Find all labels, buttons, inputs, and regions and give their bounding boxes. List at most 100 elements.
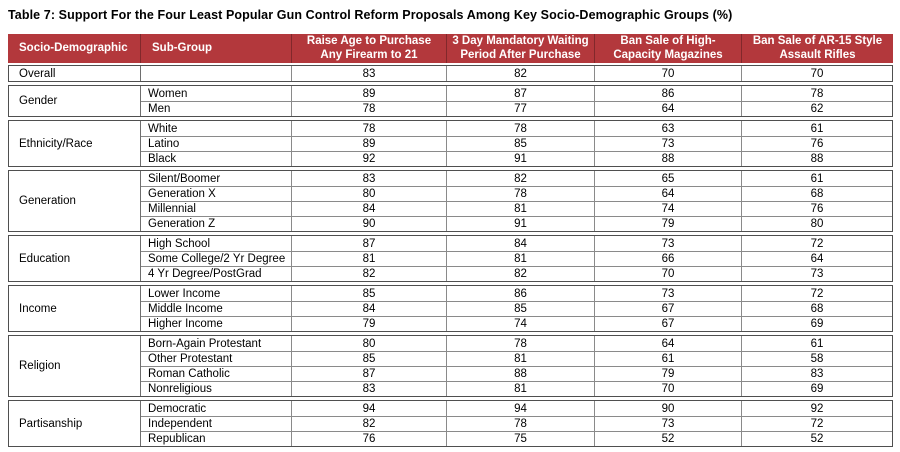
value-cell: 61 xyxy=(741,121,892,136)
value-cell: 85 xyxy=(291,352,446,366)
value-cell: 70 xyxy=(594,267,741,281)
table-row: Democratic 94 94 90 92 xyxy=(141,401,892,416)
value-cell: 61 xyxy=(741,336,892,351)
group-label: Income xyxy=(9,286,141,331)
subgroup-cell: Lower Income xyxy=(148,287,221,300)
table-row: Generation X 80 78 64 68 xyxy=(141,186,892,201)
value-cell: 58 xyxy=(741,352,892,366)
subgroup-cell: White xyxy=(148,122,178,135)
value-cell: 81 xyxy=(446,252,594,266)
value-cell: 82 xyxy=(446,171,594,186)
group-label: Ethnicity/Race xyxy=(9,121,141,166)
value-cell: 78 xyxy=(291,102,446,116)
table-row: Independent 82 78 73 72 xyxy=(141,416,892,431)
table-row: Generation Z 90 91 79 80 xyxy=(141,216,892,231)
value-cell: 84 xyxy=(291,302,446,316)
value-cell: 81 xyxy=(446,202,594,216)
group-label: Education xyxy=(9,236,141,281)
value-cell: 83 xyxy=(741,367,892,381)
value-cell: 83 xyxy=(291,66,446,81)
table-row: White 78 78 63 61 xyxy=(141,121,892,136)
subgroup-cell: Millennial xyxy=(148,203,196,215)
group-rows: Silent/Boomer 83 82 65 61 Generation X 80 78 64 6… xyxy=(141,171,892,231)
value-cell: 68 xyxy=(741,302,892,316)
value-cell: 82 xyxy=(291,417,446,431)
table-row: High School 87 84 73 72 xyxy=(141,236,892,251)
value-cell: 78 xyxy=(446,336,594,351)
value-cell: 73 xyxy=(594,236,741,251)
subgroup-cell: Nonreligious xyxy=(148,383,212,395)
subgroup-cell: Some College/2 Yr Degree xyxy=(148,253,286,265)
table-row: Republican 76 75 52 52 xyxy=(141,431,892,446)
header-raise-age: Raise Age to Purchase Any Firearm to 21 xyxy=(291,34,446,63)
value-cell: 87 xyxy=(446,86,594,101)
value-cell: 82 xyxy=(446,66,594,81)
value-cell: 64 xyxy=(594,336,741,351)
value-cell: 73 xyxy=(594,417,741,431)
subgroup-cell: Women xyxy=(148,87,188,100)
group-label: Overall xyxy=(9,66,141,81)
value-cell: 94 xyxy=(291,401,446,416)
value-cell: 61 xyxy=(741,171,892,186)
value-cell: 67 xyxy=(594,317,741,331)
table-row: Millennial 84 81 74 76 xyxy=(141,201,892,216)
value-cell: 79 xyxy=(291,317,446,331)
value-cell: 87 xyxy=(291,367,446,381)
value-cell: 81 xyxy=(446,352,594,366)
table-row: Lower Income 85 86 73 72 xyxy=(141,286,892,301)
value-cell: 76 xyxy=(741,202,892,216)
value-cell: 79 xyxy=(594,367,741,381)
subgroup-cell: Middle Income xyxy=(148,303,223,315)
subgroup-cell: Other Protestant xyxy=(148,353,233,365)
value-cell: 85 xyxy=(446,137,594,151)
value-cell: 89 xyxy=(291,86,446,101)
table-row: Born-Again Protestant 80 78 64 61 xyxy=(141,336,892,351)
value-cell: 92 xyxy=(741,401,892,416)
subgroup-cell: Men xyxy=(148,103,171,115)
table-body: Overall 83 82 70 70 Gender Women 89 87 86 78 Men 78 7… xyxy=(8,65,893,447)
value-cell: 72 xyxy=(741,286,892,301)
subgroup-cell xyxy=(141,66,291,81)
header-socio-demographic: Socio-Demographic xyxy=(19,41,128,54)
group-label: Partisanship xyxy=(9,401,141,446)
subgroup-cell: Generation X xyxy=(148,188,216,200)
value-cell: 81 xyxy=(291,252,446,266)
value-cell: 65 xyxy=(594,171,741,186)
value-cell: 70 xyxy=(594,382,741,396)
table-title: Table 7: Support For the Four Least Popu… xyxy=(8,8,733,22)
support-table: Socio-Demographic Sub-Group Raise Age to… xyxy=(8,34,893,447)
group-rows: Lower Income 85 86 73 72 Middle Income 84 85 67 6… xyxy=(141,286,892,331)
value-cell: 82 xyxy=(291,267,446,281)
subgroup-cell: Higher Income xyxy=(148,318,223,330)
table-group: Gender Women 89 87 86 78 Men 78 77 64 62 xyxy=(8,85,893,117)
value-cell: 74 xyxy=(594,202,741,216)
subgroup-cell: 4 Yr Degree/PostGrad xyxy=(148,268,262,280)
table-row: 4 Yr Degree/PostGrad 82 82 70 73 xyxy=(141,266,892,281)
value-cell: 88 xyxy=(741,152,892,166)
table-row: Other Protestant 85 81 61 58 xyxy=(141,351,892,366)
value-cell: 52 xyxy=(741,432,892,446)
value-cell: 83 xyxy=(291,171,446,186)
group-label: Generation xyxy=(9,171,141,231)
value-cell: 75 xyxy=(446,432,594,446)
group-label: Gender xyxy=(9,86,141,116)
value-cell: 62 xyxy=(741,102,892,116)
value-cell: 80 xyxy=(291,187,446,201)
subgroup-cell: Republican xyxy=(148,433,206,445)
value-cell: 87 xyxy=(291,236,446,251)
header-ban-ar15: Ban Sale of AR-15 Style Assault Rifles xyxy=(741,34,893,63)
value-cell: 66 xyxy=(594,252,741,266)
header-sub-group: Sub-Group xyxy=(140,34,291,63)
group-rows: 83 82 70 70 xyxy=(141,66,892,81)
value-cell: 86 xyxy=(594,86,741,101)
value-cell: 84 xyxy=(291,202,446,216)
value-cell: 72 xyxy=(741,236,892,251)
table-row: Some College/2 Yr Degree 81 81 66 64 xyxy=(141,251,892,266)
subgroup-cell: Roman Catholic xyxy=(148,368,230,380)
table-row: Roman Catholic 87 88 79 83 xyxy=(141,366,892,381)
value-cell: 79 xyxy=(594,217,741,231)
table-row: Latino 89 85 73 76 xyxy=(141,136,892,151)
value-cell: 92 xyxy=(291,152,446,166)
table-row: 83 82 70 70 xyxy=(141,66,892,81)
